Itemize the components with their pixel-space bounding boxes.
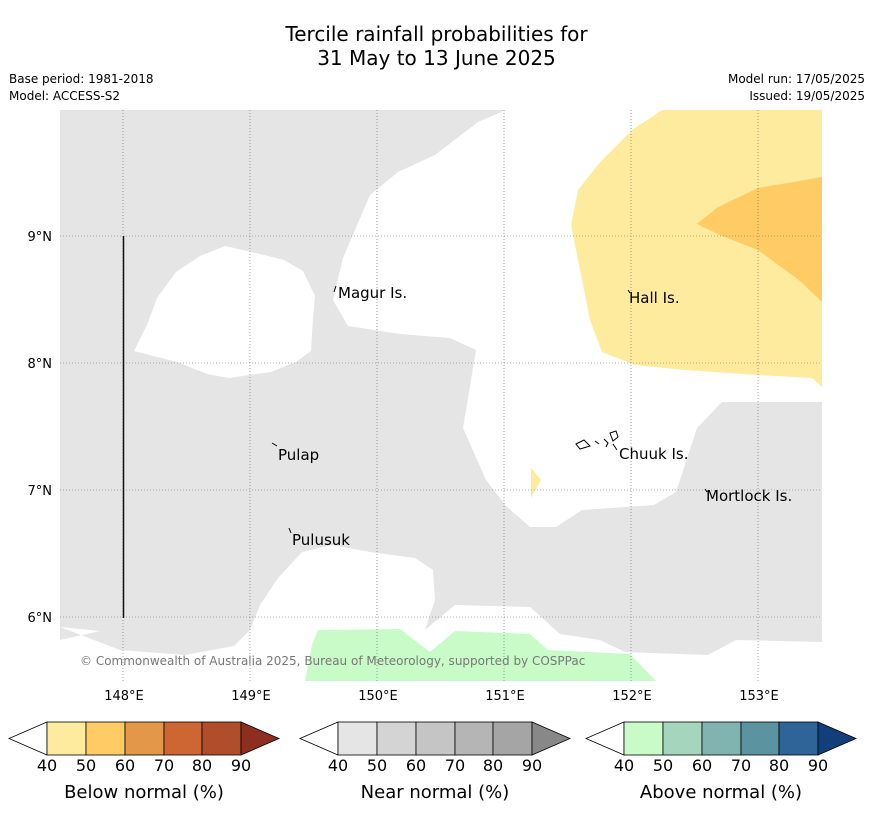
lon-label-153: 153°E (739, 689, 779, 704)
colorbar-above-label: Above normal (%) (640, 782, 802, 803)
colorbar-below-label: Below normal (%) (64, 782, 224, 803)
lon-label-152: 152°E (612, 689, 652, 704)
island-mortlock (704, 488, 708, 493)
place-label-mortlock: Mortlock Is. (706, 487, 792, 505)
below-tick-90: 90 (231, 756, 251, 775)
colorbar-below-left-arrow (7, 721, 48, 756)
below-tick-70: 70 (154, 756, 174, 775)
below-normal-50-region (571, 110, 822, 387)
colorbar-above-segment-40-50 (623, 721, 664, 756)
colorbar-near-segment-80-90 (492, 721, 533, 756)
place-label-hall: Hall Is. (629, 289, 680, 307)
colorbar-below-segment-70-80 (163, 721, 203, 756)
colorbar-near-segment-60-70 (415, 721, 456, 756)
near-tick-40: 40 (328, 756, 348, 775)
island-pulusuk (288, 527, 292, 534)
colorbar-below-segment-60-70 (124, 721, 165, 756)
colorbar-near-segment-50-60 (376, 721, 417, 756)
lon-label-150: 150°E (358, 689, 398, 704)
lon-label-148: 148°E (104, 689, 144, 704)
meta-right: Model run: 17/05/2025 Issued: 19/05/2025 (728, 71, 865, 105)
above-normal-50-region (305, 629, 656, 681)
lat-label-6: 6°N (28, 611, 53, 626)
meta-left: Base period: 1981-2018 Model: ACCESS-S2 (9, 71, 154, 105)
place-label-pulap: Pulap (278, 446, 319, 464)
place-label-pulusuk: Pulusuk (292, 531, 350, 549)
island-outlines (271, 285, 708, 534)
island-hall (627, 289, 631, 294)
lat-label-9: 9°N (28, 230, 53, 245)
white-region-west (134, 246, 315, 378)
lat-label-7: 7°N (28, 484, 53, 499)
colorbar-near-normal (298, 721, 572, 756)
lat-label-8: 8°N (28, 357, 53, 372)
white-region-south (60, 545, 822, 681)
below-normal-60-region (697, 177, 822, 302)
below-normal-small-region (531, 468, 541, 498)
model-run: Model run: 17/05/2025 (727, 72, 865, 86)
title-line-1: Tercile rainfall probabilities for (285, 22, 588, 46)
issued-date: Issued: 19/05/2025 (749, 89, 865, 103)
near-tick-60: 60 (406, 756, 426, 775)
colorbar-near-label: Near normal (%) (361, 782, 510, 803)
colorbar-below-segment-50-60 (85, 721, 126, 756)
title-line-2: 31 May to 13 June 2025 (317, 46, 556, 70)
place-label-magur: Magur Is. (338, 284, 407, 302)
below-tick-50: 50 (76, 756, 96, 775)
lon-label-149: 149°E (231, 689, 271, 704)
above-tick-80: 80 (769, 756, 789, 775)
island-magur (333, 285, 337, 293)
copyright-notice: © Commonwealth of Australia 2025, Bureau… (80, 654, 585, 668)
colorbar-near-left-arrow (298, 721, 339, 756)
island-pulap (271, 442, 278, 447)
above-tick-70: 70 (731, 756, 751, 775)
colorbar-near-segment-40-50 (337, 721, 378, 756)
above-tick-60: 60 (692, 756, 712, 775)
base-period: Base period: 1981-2018 (9, 72, 154, 86)
colorbar-below-segment-40-50 (46, 721, 87, 756)
colorbar-above-normal (584, 721, 858, 756)
colorbar-near-segment-70-80 (454, 721, 494, 756)
colorbar-above-right-arrow (817, 721, 858, 756)
colorbar-below-segment-80-90 (201, 721, 242, 756)
colorbar-above-segment-70-80 (740, 721, 780, 756)
near-tick-50: 50 (367, 756, 387, 775)
below-tick-40: 40 (37, 756, 57, 775)
near-tick-80: 80 (483, 756, 503, 775)
below-tick-80: 80 (192, 756, 212, 775)
colorbar-near-right-arrow (531, 721, 572, 756)
colorbar-below-right-arrow (240, 721, 281, 756)
island-chuuk (575, 430, 619, 451)
model-name: Model: ACCESS-S2 (9, 89, 121, 103)
above-tick-90: 90 (808, 756, 828, 775)
colorbar-above-left-arrow (584, 721, 625, 756)
below-tick-60: 60 (115, 756, 135, 775)
near-tick-70: 70 (445, 756, 465, 775)
colorbar-above-segment-50-60 (662, 721, 703, 756)
chart-title: Tercile rainfall probabilities for 31 Ma… (0, 22, 873, 70)
near-tick-90: 90 (522, 756, 542, 775)
colorbar-above-segment-60-70 (701, 721, 742, 756)
lon-label-151: 151°E (485, 689, 525, 704)
colorbar-below-normal (7, 721, 281, 756)
above-tick-50: 50 (653, 756, 673, 775)
place-label-chuuk: Chuuk Is. (619, 445, 688, 463)
above-tick-40: 40 (614, 756, 634, 775)
map-area: Magur Is. Hall Is. Pulap Chuuk Is. Mortl… (60, 110, 822, 681)
colorbar-above-segment-80-90 (778, 721, 819, 756)
